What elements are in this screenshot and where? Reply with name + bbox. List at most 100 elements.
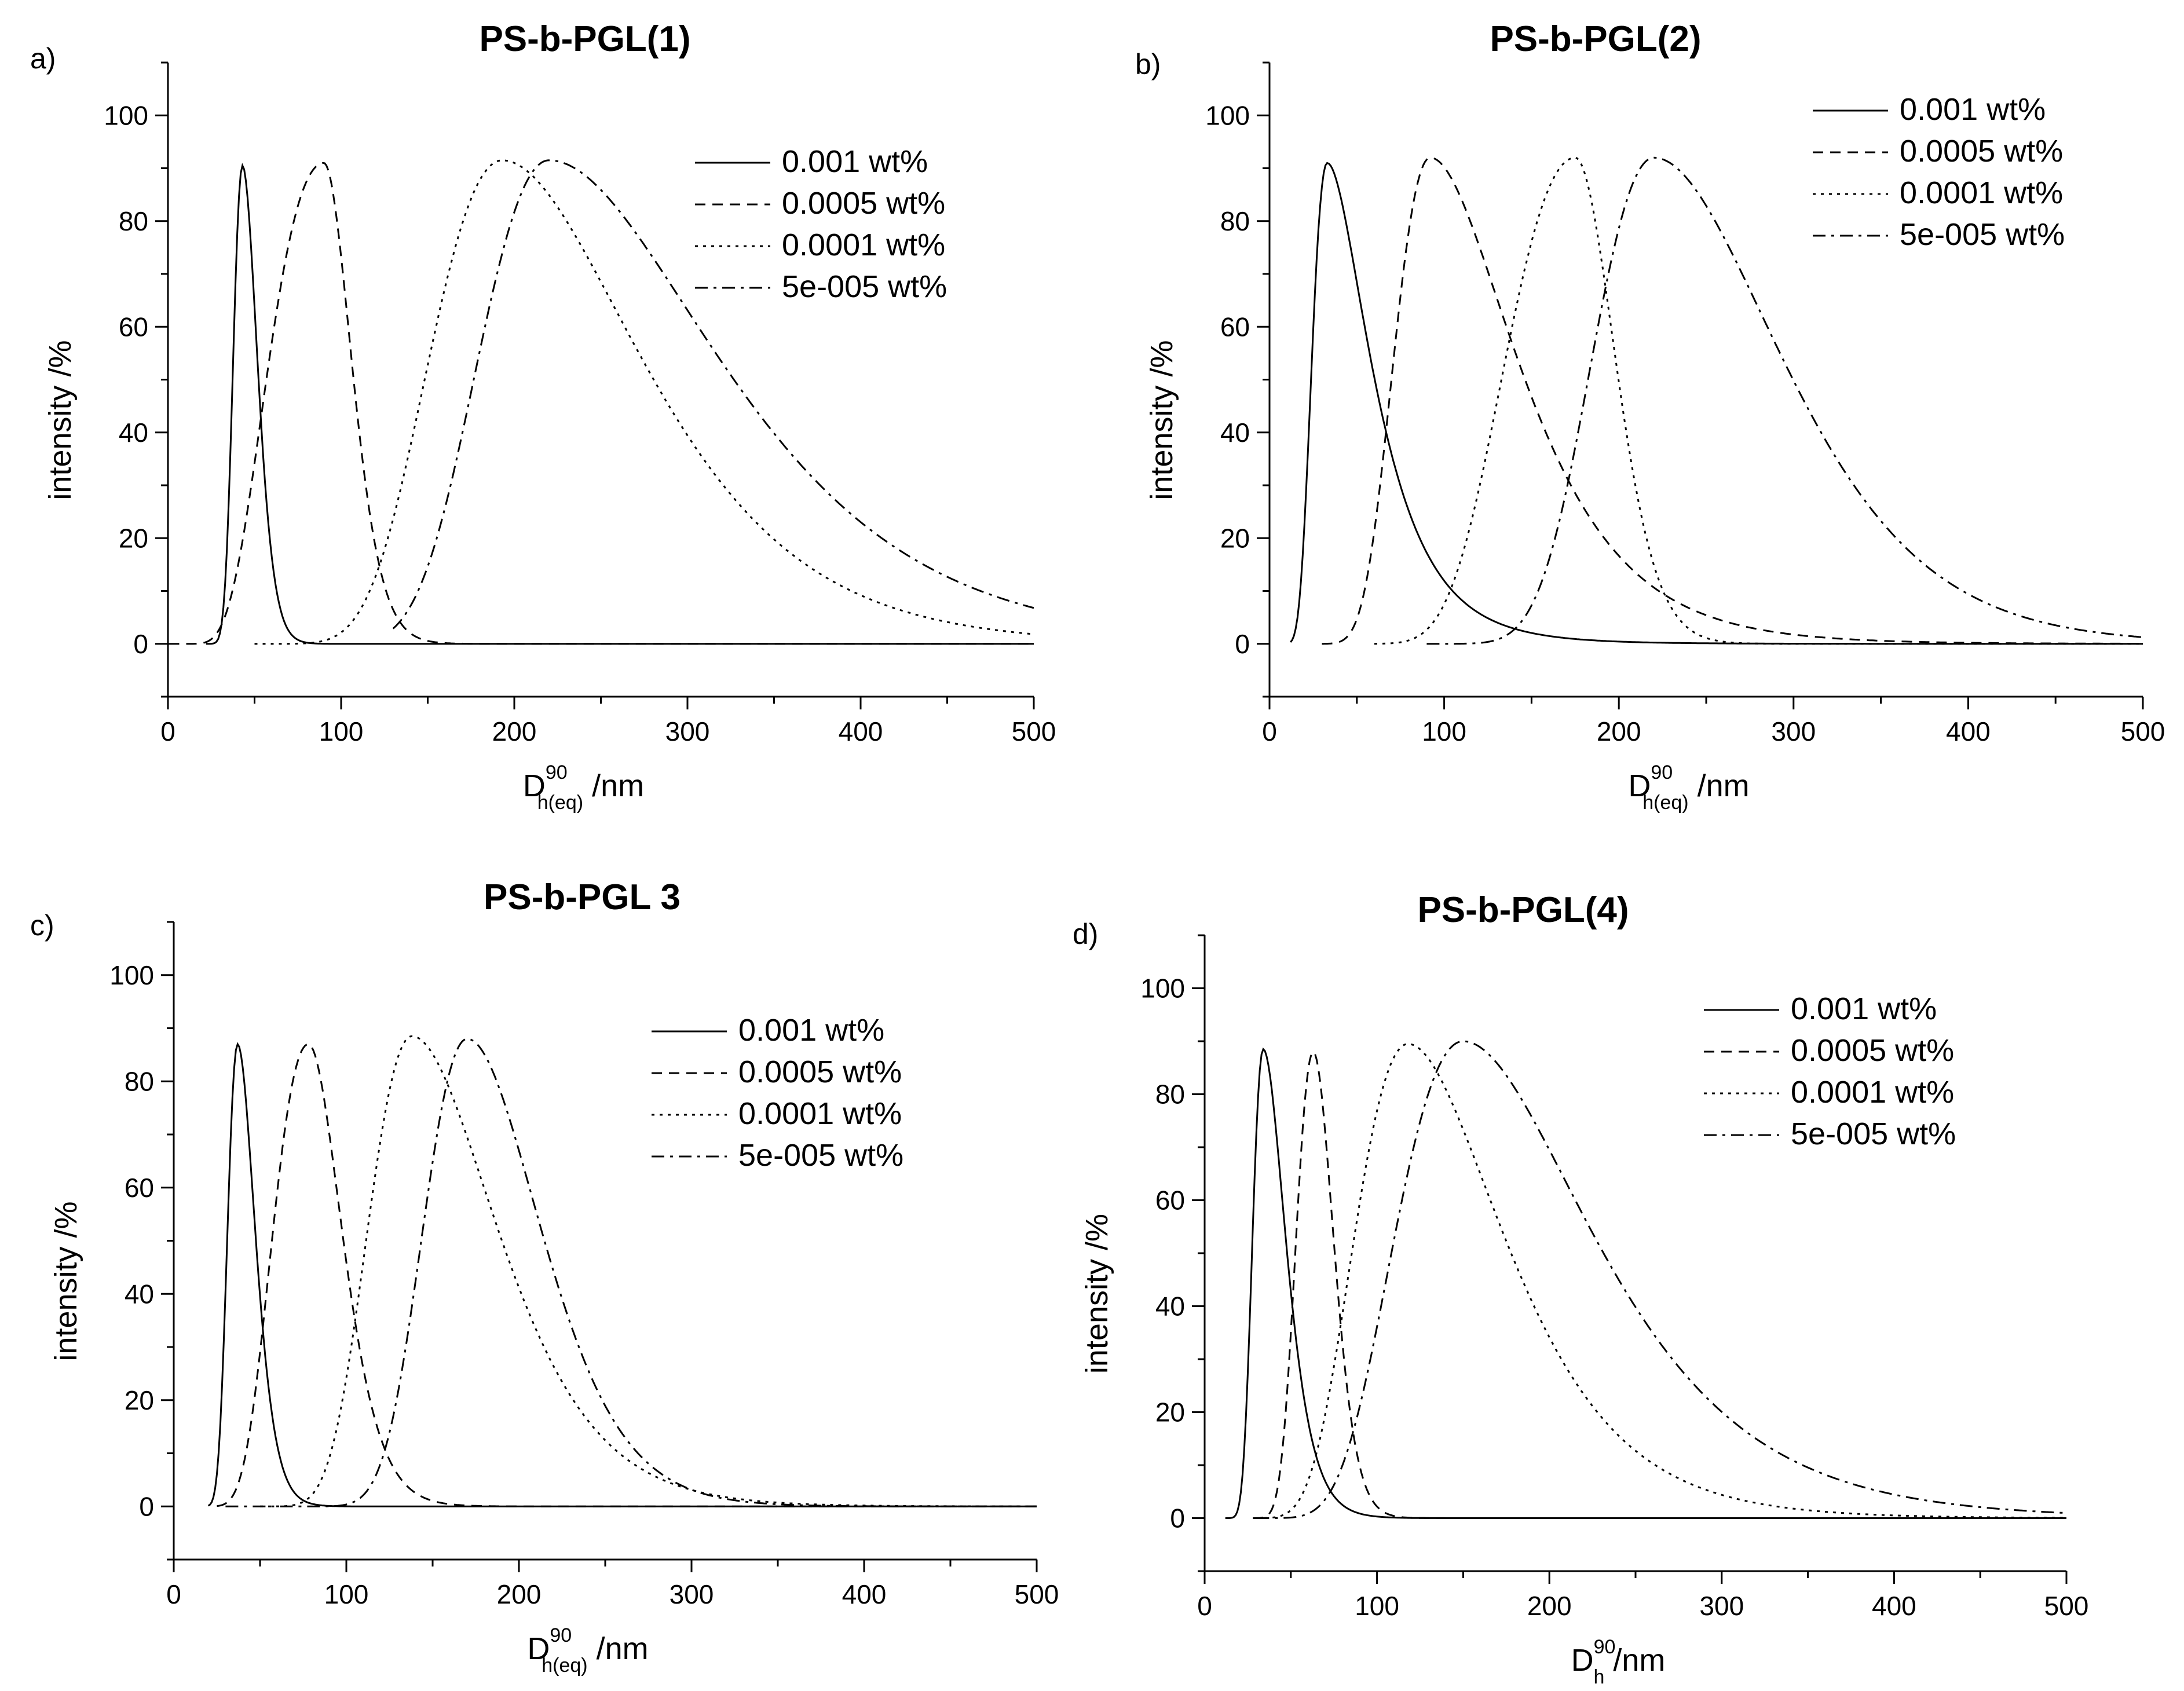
x-axis-label-main: D [527,1631,550,1666]
y-tick-label: 20 [1155,1397,1185,1428]
y-tick-label: 80 [119,206,148,236]
x-tick-label: 500 [2121,716,2165,746]
x-axis-label: D90 h /nm [1571,1636,1666,1688]
y-tick-label: 40 [125,1279,154,1309]
legend-label-1: 0.001 wt% [782,144,928,179]
legend-label-4: 5e-005 wt% [782,269,947,304]
legend-label-3: 0.0001 wt% [1900,175,2063,210]
x-axis-label-main: D [1571,1643,1594,1678]
x-axis-label-unit: /nm [583,768,644,803]
x-tick-label: 300 [1699,1591,1744,1621]
x-tick-label: 400 [842,1579,887,1609]
x-tick-label: 0 [1197,1591,1212,1621]
x-tick-label: 500 [2044,1591,2089,1621]
panel-label: d) [1073,918,1098,950]
x-axis-label-sup: 90 [550,1624,572,1646]
series-line-4 [1256,1040,2066,1519]
x-tick-label: 100 [324,1579,369,1609]
y-tick-label: 40 [1155,1291,1185,1322]
x-tick-label: 0 [166,1579,181,1609]
series-line-4 [1426,156,2143,645]
x-axis-label: D90 h(eq) /nm [523,762,644,814]
chart-title: PS-b-PGL(2) [1490,19,1701,59]
series-line-3 [260,1035,1037,1507]
chart-title: PS-b-PGL(4) [1417,890,1629,930]
chart-panel-b: b) PS-b-PGL(2) 0 100 200 300 400 500 0 20 40 60 80 10… [1135,19,2165,814]
series-line-2 [217,1043,1037,1507]
x-tick-label: 400 [1946,716,1991,746]
x-axis-label: D90 h(eq) /nm [1628,762,1749,814]
y-tick-label: 60 [119,312,148,342]
legend-label-2: 0.0005 wt% [1791,1033,1954,1068]
x-tick-label: 100 [1422,716,1466,746]
x-axis-label-main: D [1628,768,1651,803]
series-line-2 [169,162,1033,645]
x-tick-label: 400 [839,716,883,746]
x-axis-label-sub: h(eq) [537,792,583,814]
y-tick-label: 80 [1155,1079,1185,1110]
series-line-2 [1322,156,2143,645]
legend-label-2: 0.0005 wt% [782,186,945,221]
legend-label-3: 0.0001 wt% [1791,1075,1954,1110]
chart-panel-c: c) PS-b-PGL 3 0 100 200 300 400 500 0 20 40 60 80 100… [30,877,1059,1677]
y-tick-label: 100 [109,960,154,990]
x-tick-label: 200 [1597,716,1641,746]
x-axis-label-sub: h(eq) [542,1655,587,1677]
x-tick-label: 0 [160,716,175,746]
legend-label-3: 0.0001 wt% [782,228,945,262]
y-tick-label: 0 [139,1491,154,1521]
x-tick-label: 500 [1012,716,1056,746]
x-axis-label-sup: 90 [546,762,568,784]
y-tick-label: 40 [119,418,148,448]
x-tick-label: 300 [670,1579,714,1609]
y-tick-label: 100 [104,100,148,130]
y-tick-label: 80 [125,1066,154,1096]
x-tick-label: 400 [1872,1591,1916,1621]
legend-label-4: 5e-005 wt% [738,1138,903,1173]
x-tick-label: 300 [1771,716,1816,746]
y-tick-label: 20 [125,1385,154,1415]
series-line-2 [1253,1050,2066,1519]
series-line-1 [207,1042,1037,1507]
x-axis-label-unit: /nm [1689,768,1750,803]
legend-label-1: 0.001 wt% [1791,991,1937,1026]
y-tick-label: 60 [125,1173,154,1203]
panel-label: c) [30,909,54,942]
x-tick-label: 0 [1262,716,1277,746]
y-tick-label: 0 [133,629,148,659]
x-axis-label-sup: 90 [1651,762,1673,784]
y-tick-label: 20 [1220,523,1250,553]
x-tick-label: 200 [492,716,537,746]
y-tick-label: 20 [119,523,148,553]
chart-panel-d: d) PS-b-PGL(4) 0 100 200 300 400 500 0 20 40 60 80 10… [1073,890,2088,1688]
series-line-3 [1256,1043,2066,1519]
chart-panel-a: a) PS-b-PGL(1) 0 100 200 300 400 500 0 20 40 60 80 10… [30,19,1056,814]
x-tick-label: 100 [319,716,364,746]
y-tick-label: 0 [1235,629,1250,659]
y-tick-label: 100 [1205,100,1250,130]
y-tick-label: 100 [1140,973,1185,1004]
series-line-4 [392,159,1034,629]
x-axis-label-sup: 90 [1594,1636,1616,1658]
legend-label-4: 5e-005 wt% [1900,217,2065,252]
chart-title: PS-b-PGL 3 [484,877,681,917]
legend-label-1: 0.001 wt% [1900,92,2046,127]
x-axis-label-sub: h [1593,1666,1604,1688]
y-tick-label: 60 [1220,312,1250,342]
legend-label-4: 5e-005 wt% [1791,1117,1956,1151]
legend-label-1: 0.001 wt% [738,1013,884,1048]
x-tick-label: 100 [1355,1591,1399,1621]
x-tick-label: 500 [1015,1579,1059,1609]
legend-label-2: 0.0005 wt% [1900,134,2063,169]
chart-title: PS-b-PGL(1) [479,19,690,59]
x-axis-label-sub: h(eq) [1642,792,1688,814]
x-tick-label: 200 [1527,1591,1572,1621]
series-line-3 [1374,156,2143,645]
x-axis-label-unit: /nm [1604,1643,1665,1678]
panel-label: b) [1135,48,1161,80]
y-axis-label: intensity /% [49,1201,83,1361]
x-tick-label: 300 [665,716,710,746]
y-tick-label: 80 [1220,206,1250,236]
series-line-4 [225,1038,1037,1507]
